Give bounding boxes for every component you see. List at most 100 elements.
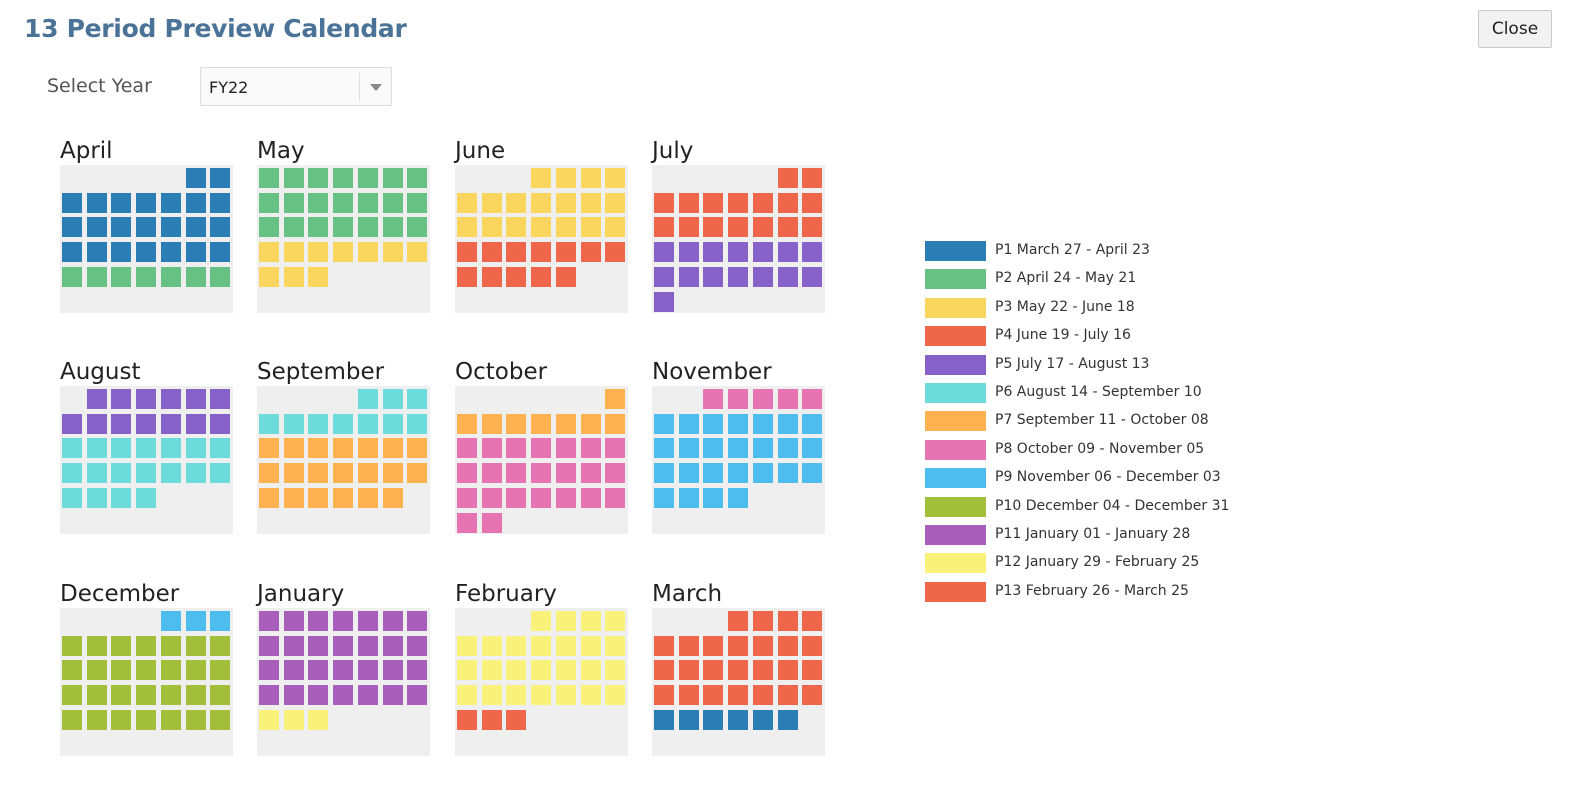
day-cell	[580, 242, 601, 263]
day-cell	[382, 438, 403, 459]
day-cell	[802, 389, 823, 409]
day-cell	[160, 660, 181, 681]
day-cell	[333, 438, 354, 459]
day-cell	[62, 685, 82, 706]
day-cell	[382, 192, 403, 213]
day-cell	[678, 660, 699, 681]
day-cell	[531, 413, 552, 434]
day-cell	[357, 192, 378, 213]
day-cell	[160, 266, 181, 287]
legend-swatch	[925, 326, 986, 347]
day-cell	[555, 611, 576, 631]
day-cell	[678, 438, 699, 459]
day-cell	[457, 685, 477, 706]
day-cell	[160, 192, 181, 213]
legend-swatch	[925, 297, 986, 318]
day-cell	[678, 463, 699, 484]
day-cell	[111, 192, 132, 213]
day-cell	[382, 660, 403, 681]
day-cell	[605, 685, 626, 706]
day-cell	[136, 266, 157, 287]
day-cell	[580, 487, 601, 508]
day-cell	[802, 266, 823, 287]
day-cell	[457, 660, 477, 681]
day-cell	[777, 217, 798, 238]
legend-label: P6 August 14 - September 10	[995, 384, 1202, 400]
day-cell	[259, 266, 279, 287]
day-cell	[136, 709, 157, 730]
legend-swatch	[925, 496, 986, 517]
legend-label: P13 February 26 - March 25	[995, 582, 1189, 599]
day-cell	[752, 217, 773, 238]
legend-swatch	[925, 354, 986, 375]
day-cell	[506, 709, 527, 730]
day-cell	[357, 413, 378, 434]
day-cell	[481, 685, 502, 706]
day-cell	[752, 685, 773, 706]
month-name: May	[257, 138, 305, 164]
day-cell	[62, 709, 82, 730]
day-cell	[136, 463, 157, 484]
day-cell	[802, 413, 823, 434]
month-grid	[652, 165, 825, 313]
day-cell	[62, 463, 82, 484]
month-name: October	[455, 359, 548, 385]
day-cell	[531, 685, 552, 706]
day-cell	[703, 438, 724, 459]
day-cell	[259, 660, 279, 681]
day-cell	[531, 660, 552, 681]
day-cell	[62, 487, 82, 508]
day-cell	[506, 438, 527, 459]
day-cell	[357, 487, 378, 508]
day-cell	[407, 611, 428, 631]
day-cell	[654, 709, 674, 730]
day-cell	[457, 512, 477, 533]
day-cell	[62, 217, 82, 238]
day-cell	[752, 709, 773, 730]
day-cell	[802, 660, 823, 681]
year-select-value: FY22	[209, 78, 249, 97]
day-cell	[802, 217, 823, 238]
day-cell	[210, 389, 231, 409]
day-cell	[382, 168, 403, 188]
day-cell	[283, 709, 304, 730]
day-cell	[728, 242, 749, 263]
day-cell	[506, 463, 527, 484]
day-cell	[802, 192, 823, 213]
month-grid	[257, 386, 430, 534]
day-cell	[407, 685, 428, 706]
day-cell	[531, 438, 552, 459]
day-cell	[86, 389, 107, 409]
day-cell	[752, 660, 773, 681]
day-cell	[283, 438, 304, 459]
day-cell	[728, 611, 749, 631]
day-cell	[654, 413, 674, 434]
day-cell	[777, 463, 798, 484]
day-cell	[210, 266, 231, 287]
day-cell	[802, 463, 823, 484]
day-cell	[283, 635, 304, 656]
day-cell	[580, 217, 601, 238]
day-cell	[654, 242, 674, 263]
day-cell	[160, 463, 181, 484]
day-cell	[333, 413, 354, 434]
page-title: 13 Period Preview Calendar	[24, 14, 407, 43]
day-cell	[210, 709, 231, 730]
legend-label: P2 April 24 - May 21	[995, 270, 1137, 287]
day-cell	[86, 217, 107, 238]
day-cell	[210, 685, 231, 706]
day-cell	[333, 685, 354, 706]
day-cell	[407, 660, 428, 681]
chevron-down-icon[interactable]	[370, 84, 382, 91]
day-cell	[283, 413, 304, 434]
legend-swatch	[925, 553, 986, 574]
day-cell	[357, 611, 378, 631]
year-select[interactable]: FY22	[200, 67, 392, 106]
day-cell	[728, 463, 749, 484]
day-cell	[160, 438, 181, 459]
day-cell	[777, 389, 798, 409]
legend-swatch	[925, 439, 986, 460]
day-cell	[728, 487, 749, 508]
close-button[interactable]: Close	[1478, 10, 1552, 48]
month-grid	[455, 165, 628, 313]
